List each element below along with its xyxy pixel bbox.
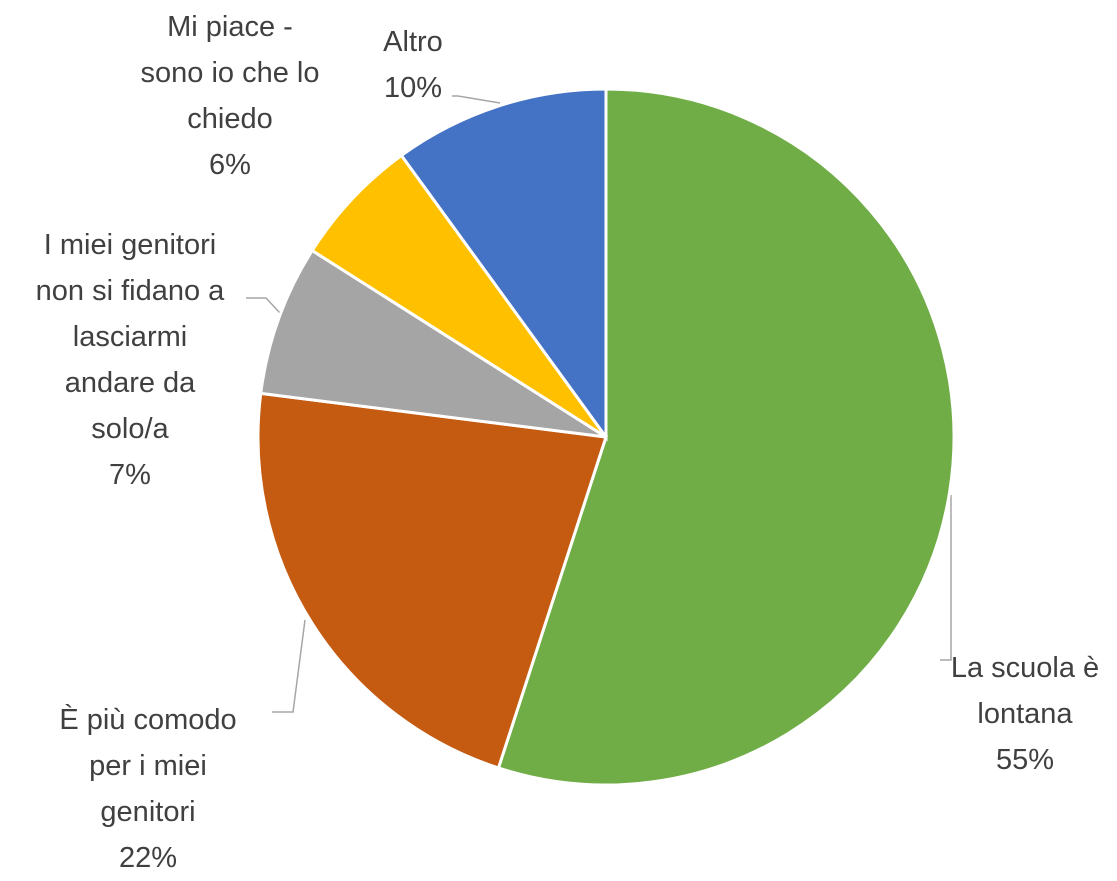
value-label: 10% (383, 72, 443, 104)
category-label: Mi piace - sono io che lo chiedo (140, 11, 320, 135)
pie (246, 87, 956, 787)
pie-slice (256, 391, 608, 770)
value-label: 22% (118, 842, 178, 874)
category-label: È più comodo per i miei genitori (59, 704, 237, 828)
category-label: La scuola è lontana (950, 652, 1100, 730)
category-label: I miei genitori non si fidano a lasciarm… (35, 229, 225, 445)
category-label: Altro (383, 26, 443, 58)
value-label: 6% (209, 149, 251, 181)
chart: La scuola è lontana 55% È più comodo per i… (36, 4, 1099, 874)
data-label: È più comodo per i miei genitori 22% (59, 697, 236, 881)
leader-line (272, 619, 306, 713)
data-label: Mi piace - sono io che lo chiedo 6% (141, 4, 320, 188)
value-label: 55% (995, 744, 1055, 776)
data-label: La scuola è lontana 55% (951, 645, 1099, 783)
pie-slice (310, 153, 608, 439)
pie-slice (496, 87, 956, 787)
leader-line (452, 95, 501, 104)
leader-line (940, 495, 952, 661)
leader-line (246, 297, 281, 314)
pie-slice (259, 248, 607, 439)
data-label: Altro 10% (383, 19, 443, 111)
data-label: I miei genitori non si fidano a lasciarm… (36, 222, 225, 498)
pie-slice (399, 87, 608, 442)
value-label: 7% (109, 459, 151, 491)
